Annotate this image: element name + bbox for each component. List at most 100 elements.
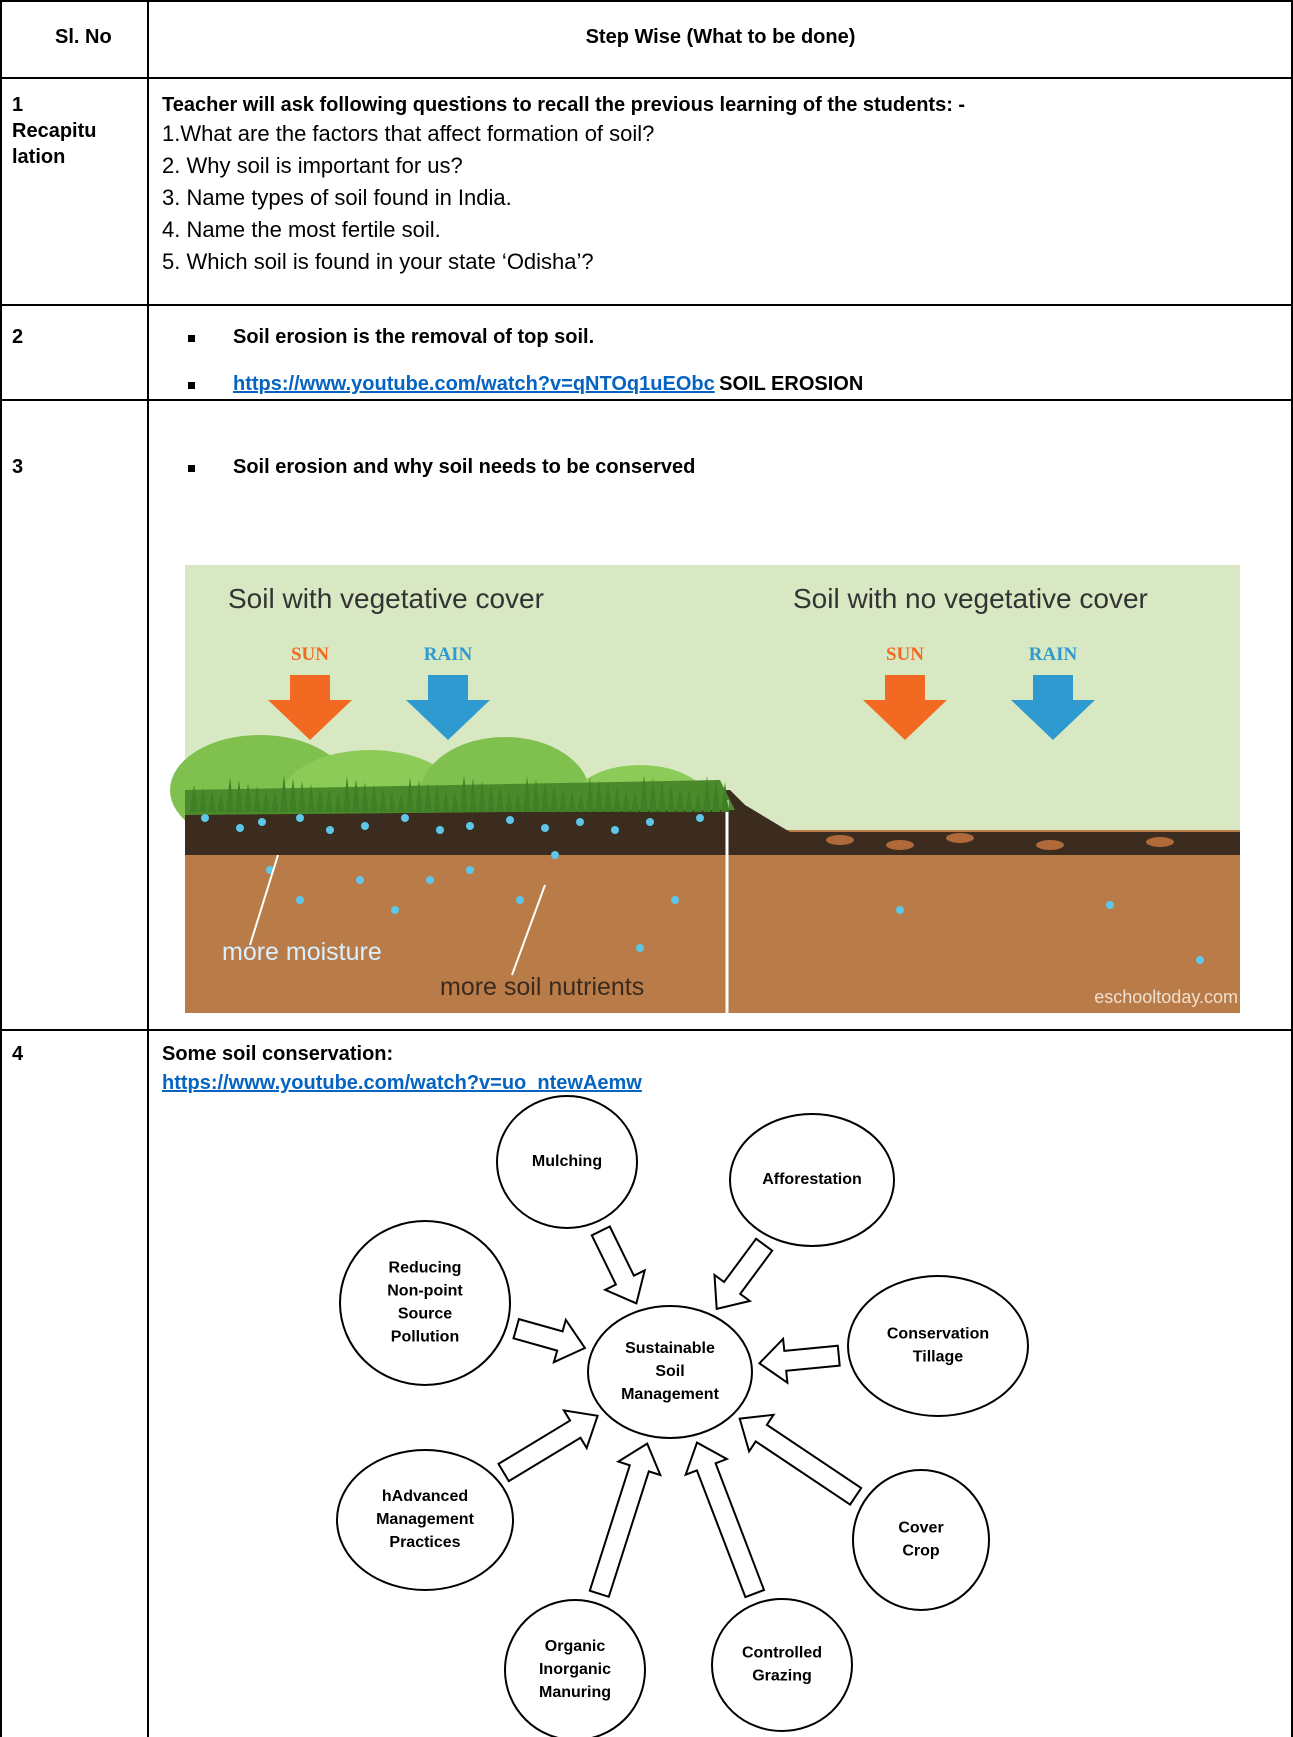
bullet <box>188 382 195 389</box>
moisture-dot <box>541 824 549 832</box>
illustration-label: SUN <box>886 644 924 665</box>
grass-blade <box>379 788 387 812</box>
moisture-dot <box>236 824 244 832</box>
moisture-dot <box>426 876 434 884</box>
pebble <box>886 840 914 850</box>
moisture-dot <box>466 866 474 874</box>
moisture-dot <box>201 814 209 822</box>
diagram: Sustainable Soil Management Mulching Affores… <box>336 1095 1029 1737</box>
bullet-text: SOIL EROSION <box>719 373 864 395</box>
bullet-text: Soil erosion is the removal of top soil. <box>233 326 595 348</box>
moisture-dot <box>636 944 644 952</box>
grass-blade <box>658 781 666 812</box>
weather-arrow <box>406 675 490 740</box>
node-label: Controlled <box>742 1645 822 1662</box>
moisture-dot <box>361 822 369 830</box>
row-heading: Some soil conservation: <box>162 1043 394 1065</box>
node-label: Manuring <box>539 1684 611 1701</box>
arrow <box>684 1441 766 1599</box>
node-label: Conservation <box>887 1326 989 1343</box>
node <box>336 1449 514 1591</box>
moisture-dot <box>1106 901 1114 909</box>
moisture-dot <box>671 896 679 904</box>
moisture-dot <box>646 818 654 826</box>
weather-arrow <box>1011 675 1095 740</box>
grass-blade <box>451 792 459 812</box>
node-label: Organic <box>545 1638 606 1655</box>
arrow <box>590 1225 647 1305</box>
grass-blade <box>721 782 729 812</box>
pebble <box>1036 840 1064 850</box>
node-label: hAdvanced <box>382 1488 468 1505</box>
grass-blade <box>415 780 423 812</box>
grass-blade <box>460 775 468 812</box>
moisture-dot <box>896 906 904 914</box>
node-label: Inorganic <box>539 1661 611 1678</box>
illustration-label: more moisture <box>222 938 382 966</box>
grass-blade <box>505 790 513 812</box>
node-label: Pollution <box>391 1329 459 1346</box>
grass-blade <box>433 786 441 812</box>
grass-blade <box>226 777 234 812</box>
node-label: Sustainable <box>625 1340 715 1357</box>
pebble <box>826 835 854 845</box>
grass-blade <box>541 782 549 812</box>
moisture-dot <box>356 876 364 884</box>
grass-blade <box>442 789 450 812</box>
question: 2. Why soil is important for us? <box>162 153 463 178</box>
moisture-dot <box>506 816 514 824</box>
grass-blade <box>235 780 243 812</box>
illustration-label: Soil with vegetative cover <box>228 583 544 614</box>
node-label: Management <box>621 1386 719 1403</box>
grass-blade <box>244 783 252 812</box>
moisture-dot <box>576 818 584 826</box>
node-label: Source <box>398 1306 452 1323</box>
row-number: 2 <box>12 326 24 348</box>
weather-arrow <box>268 675 352 740</box>
illustration-label: Soil with no vegetative cover <box>793 583 1148 614</box>
grass-blade <box>622 789 630 812</box>
question: 5. Which soil is found in your state ‘Od… <box>162 249 594 274</box>
link[interactable]: https://www.youtube.com/watch?v=uo_ntewA… <box>162 1072 642 1094</box>
grass-blade <box>685 790 693 812</box>
node-label: Cover <box>898 1520 943 1537</box>
grass-blade <box>604 783 612 812</box>
node-label: Grazing <box>752 1668 812 1685</box>
grass-blade <box>406 777 414 812</box>
row-number: 1 <box>12 94 24 116</box>
header-number: Sl. No <box>55 26 112 48</box>
row-label: lation <box>12 146 66 168</box>
grass-blade <box>253 786 261 812</box>
node-label: Practices <box>389 1534 460 1551</box>
bullet-line: https://www.youtube.com/watch?v=qNTOq1uE… <box>233 373 863 396</box>
moisture-dot <box>401 814 409 822</box>
row-heading: Teacher will ask following questions to … <box>162 94 966 116</box>
moisture-dot <box>258 818 266 826</box>
arrow <box>713 1237 774 1311</box>
moisture-dot <box>296 814 304 822</box>
grass-blade <box>631 792 639 812</box>
question: 3. Name types of soil found in India. <box>162 185 512 210</box>
grass-blade <box>667 784 675 812</box>
grass-blade <box>640 775 648 812</box>
pebble <box>1146 837 1174 847</box>
grass-blade <box>424 783 432 812</box>
grass-blade <box>712 779 720 812</box>
bullet-text: Soil erosion and why soil needs to be co… <box>233 456 696 478</box>
moisture-dot <box>516 896 524 904</box>
arrow <box>588 1442 663 1599</box>
grass-blade <box>694 793 702 812</box>
moisture-dot <box>696 814 704 822</box>
grass-blade <box>523 776 531 812</box>
grass-blade <box>586 777 594 812</box>
row-number: 3 <box>12 456 24 478</box>
pointer <box>249 854 279 946</box>
grass-blade <box>595 780 603 812</box>
grass-blade <box>370 785 378 812</box>
grass-blade <box>649 778 657 812</box>
grass-blade <box>577 794 585 812</box>
arrow <box>738 1413 863 1506</box>
link[interactable]: https://www.youtube.com/watch?v=qNTOq1uE… <box>233 373 715 395</box>
